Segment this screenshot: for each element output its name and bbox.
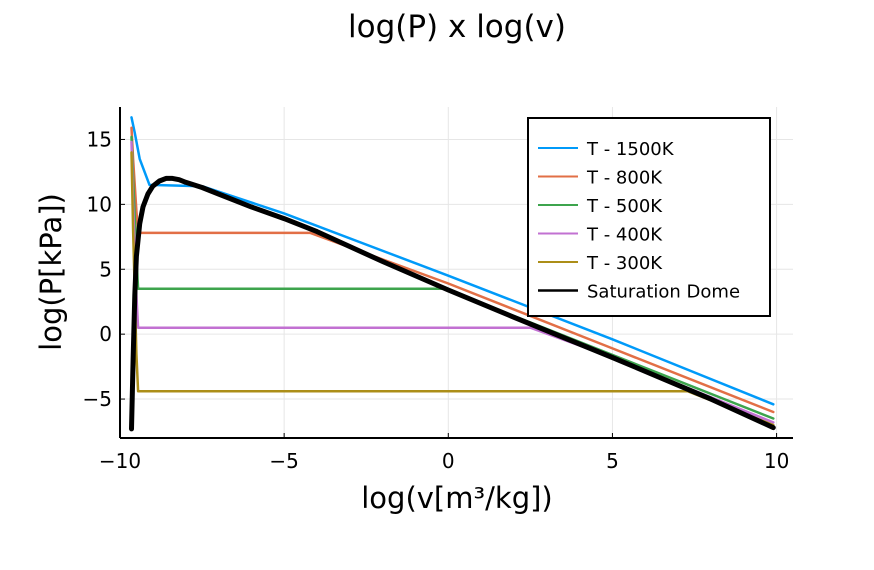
y-axis-label: log(P[kPa]) [34, 193, 68, 351]
chart-title: log(P) x log(v) [348, 9, 566, 45]
axes: −10 −5 0 5 10 −5 0 5 10 15 [83, 107, 793, 473]
y-tick-label: 5 [99, 257, 112, 281]
x-tick-label: 0 [442, 449, 455, 473]
x-tick-label: −5 [269, 449, 298, 473]
legend-entry-label: T - 400K [586, 225, 663, 246]
legend-entry-label: T - 500K [586, 196, 663, 217]
y-tick-label: 0 [99, 322, 112, 346]
x-tick-label: −10 [99, 449, 141, 473]
legend-box [527, 117, 771, 317]
legend: T - 1500K T - 800K T - 500K T - 400K T - 300… [527, 117, 771, 317]
plot-series [129, 116, 776, 432]
x-tick-label: 5 [606, 449, 619, 473]
legend-entry-label: Saturation Dome [587, 282, 740, 303]
y-tick-label: −5 [83, 387, 112, 411]
x-tick-label: 10 [764, 449, 789, 473]
series-line-saturation-dome [129, 175, 776, 432]
y-tick-label: 10 [87, 192, 112, 216]
legend-entry-label: T - 300K [586, 253, 663, 274]
legend-entry-label: T - 800K [586, 168, 663, 189]
x-axis-label: log(v[m³/kg]) [361, 481, 552, 515]
legend-entry-label: T - 1500K [586, 139, 675, 160]
y-tick-label: 15 [87, 127, 112, 151]
